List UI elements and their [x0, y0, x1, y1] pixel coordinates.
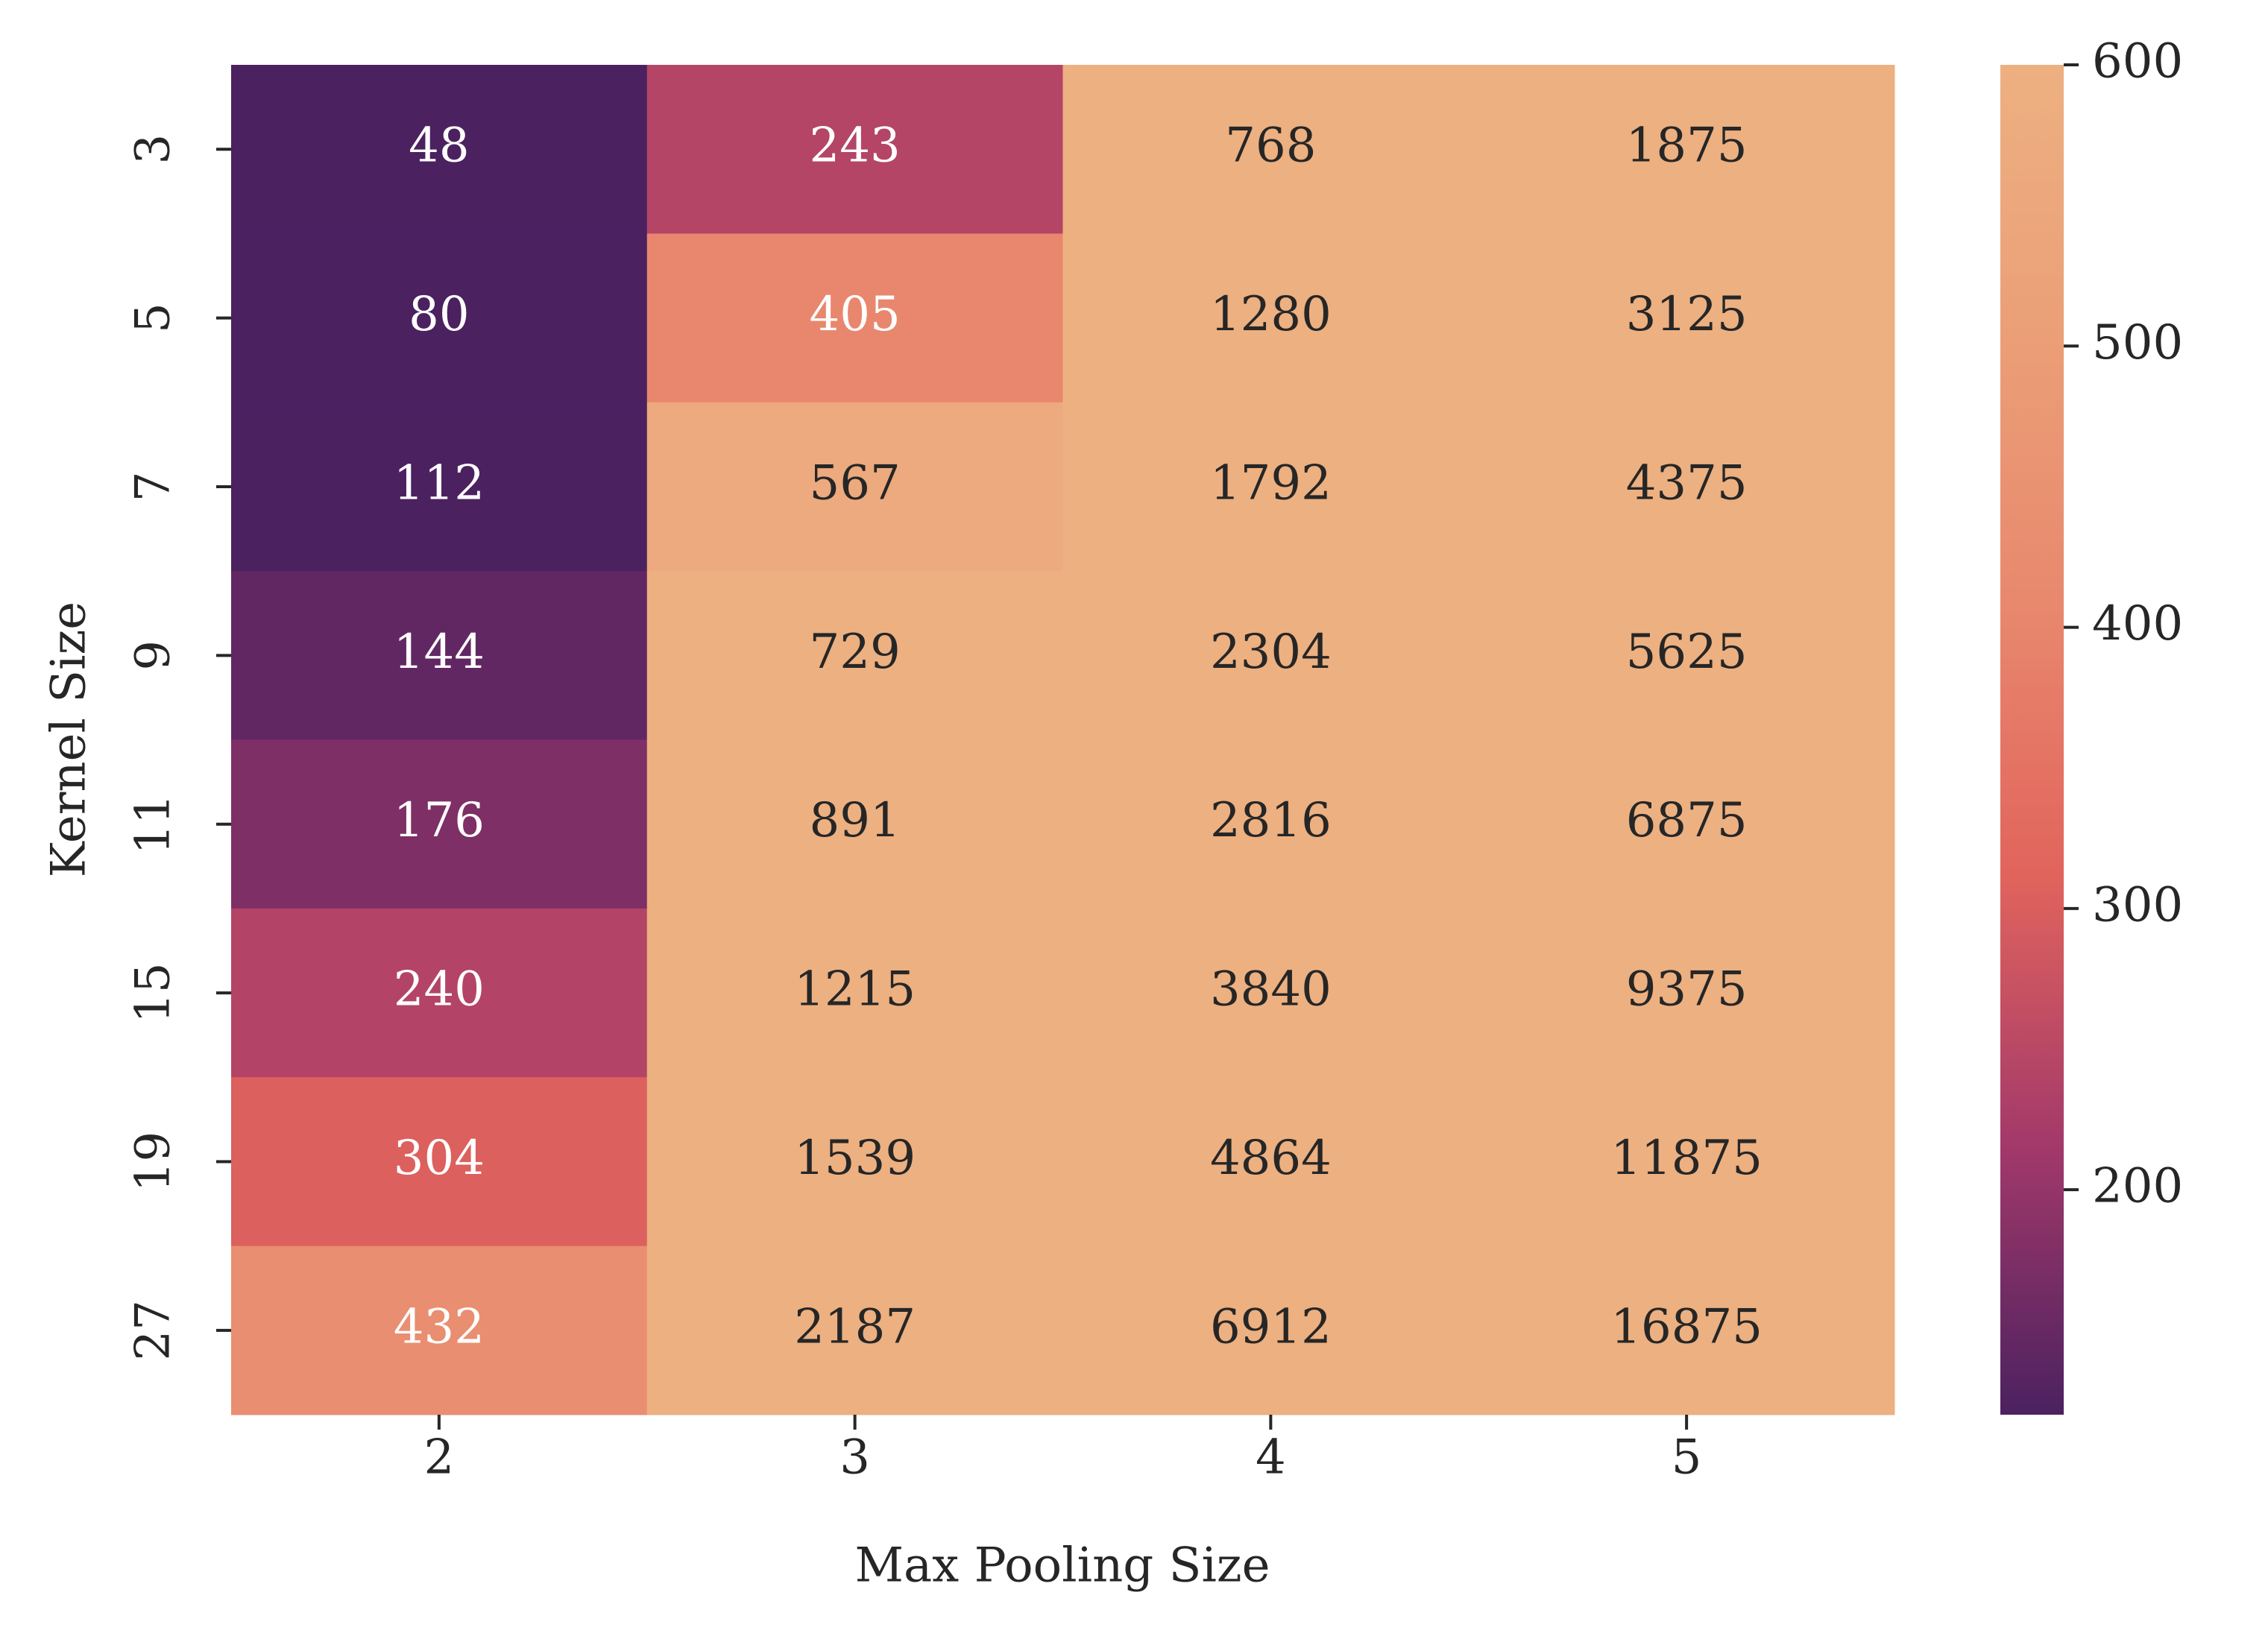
heatmap-cell [231, 65, 648, 234]
cell-label: 891 [810, 793, 901, 848]
heatmap-cell [231, 402, 648, 572]
cell-label: 4864 [1210, 1131, 1332, 1186]
heatmap-cell [646, 1077, 1063, 1247]
heatmap-cell [1062, 402, 1479, 572]
cell-label: 6912 [1210, 1299, 1332, 1354]
cell-label: 432 [394, 1299, 485, 1354]
cell-label: 1280 [1210, 287, 1332, 342]
cell-label: 240 [394, 962, 485, 1017]
colorbar-tick-label: 200 [2092, 1159, 2183, 1214]
heatmap-cell [646, 908, 1063, 1078]
cell-label: 6875 [1626, 793, 1748, 848]
heatmap-cell [231, 233, 648, 403]
colorbar-tick-label: 400 [2092, 596, 2183, 651]
cell-label: 80 [409, 287, 469, 342]
cell-label: 3125 [1626, 287, 1748, 342]
heatmap-cell [231, 571, 648, 740]
cell-label: 4375 [1626, 455, 1748, 511]
heatmap-cell [231, 739, 648, 909]
y-tick-label: 9 [126, 640, 181, 671]
cell-label: 48 [409, 119, 469, 174]
heatmap-cell [1478, 908, 1895, 1078]
heatmap-cell [646, 1246, 1063, 1415]
heatmap-cell [231, 908, 648, 1078]
heatmap-cell [1478, 1246, 1895, 1415]
y-tick-label: 5 [126, 303, 181, 333]
colorbar-tick-label: 600 [2092, 34, 2183, 89]
heatmap-cell [1062, 1246, 1479, 1415]
x-tick-label: 5 [1672, 1430, 1702, 1486]
y-axis-label: Kernel Size [42, 602, 97, 877]
heatmap-cell [1478, 739, 1895, 909]
heatmap-cell [1478, 571, 1895, 740]
cell-label: 112 [394, 455, 485, 511]
cell-label: 1539 [794, 1131, 916, 1186]
cell-label: 1792 [1210, 455, 1332, 511]
cell-label: 3840 [1210, 962, 1332, 1017]
cell-label: 144 [394, 625, 485, 680]
x-tick-label: 4 [1256, 1430, 1286, 1486]
heatmap-cell [1478, 233, 1895, 403]
heatmap-cell [231, 1246, 648, 1415]
cell-label: 243 [810, 119, 901, 174]
cell-label: 5625 [1626, 625, 1748, 680]
heatmap-cell [646, 571, 1063, 740]
cell-label: 304 [394, 1131, 485, 1186]
colorbar-tick-label: 500 [2092, 315, 2183, 370]
cell-label: 9375 [1626, 962, 1748, 1017]
colorbar-tick-label: 300 [2092, 877, 2183, 932]
heatmap-cell [231, 1077, 648, 1247]
heatmap-cell [646, 233, 1063, 403]
heatmap-cell [1478, 402, 1895, 572]
heatmap-cell [1062, 233, 1479, 403]
cell-label: 1215 [794, 962, 916, 1017]
heatmap-cell [1062, 65, 1479, 234]
heatmap-cell [1062, 1077, 1479, 1247]
cell-label: 2304 [1210, 625, 1332, 680]
heatmap-cell [1062, 739, 1479, 909]
cell-label: 16875 [1610, 1299, 1763, 1354]
y-tick-label: 11 [126, 794, 181, 854]
cell-label: 567 [810, 455, 901, 511]
heatmap-cell [1062, 908, 1479, 1078]
cell-label: 768 [1225, 119, 1316, 174]
x-tick-label: 3 [840, 1430, 870, 1486]
heatmap-cell [646, 65, 1063, 234]
cell-label: 2816 [1210, 793, 1332, 848]
heatmap-cell [1478, 65, 1895, 234]
cell-label: 11875 [1610, 1131, 1763, 1186]
colorbar [2000, 65, 2064, 1415]
y-tick-label: 7 [126, 472, 181, 502]
cell-label: 176 [394, 793, 485, 848]
y-tick-label: 15 [126, 962, 181, 1023]
cell-label: 729 [810, 625, 901, 680]
y-tick-label: 3 [126, 134, 181, 165]
x-axis-label: Max Pooling Size [854, 1538, 1270, 1594]
heatmap-cell [1478, 1077, 1895, 1247]
heatmap-cell [646, 739, 1063, 909]
cell-label: 1875 [1626, 119, 1748, 174]
cell-label: 405 [810, 287, 901, 342]
heatmap-cell [1062, 571, 1479, 740]
y-tick-label: 19 [126, 1131, 181, 1192]
x-tick-label: 2 [424, 1430, 455, 1486]
y-tick-label: 27 [126, 1300, 181, 1360]
heatmap-cell [646, 402, 1063, 572]
cell-label: 2187 [794, 1299, 916, 1354]
